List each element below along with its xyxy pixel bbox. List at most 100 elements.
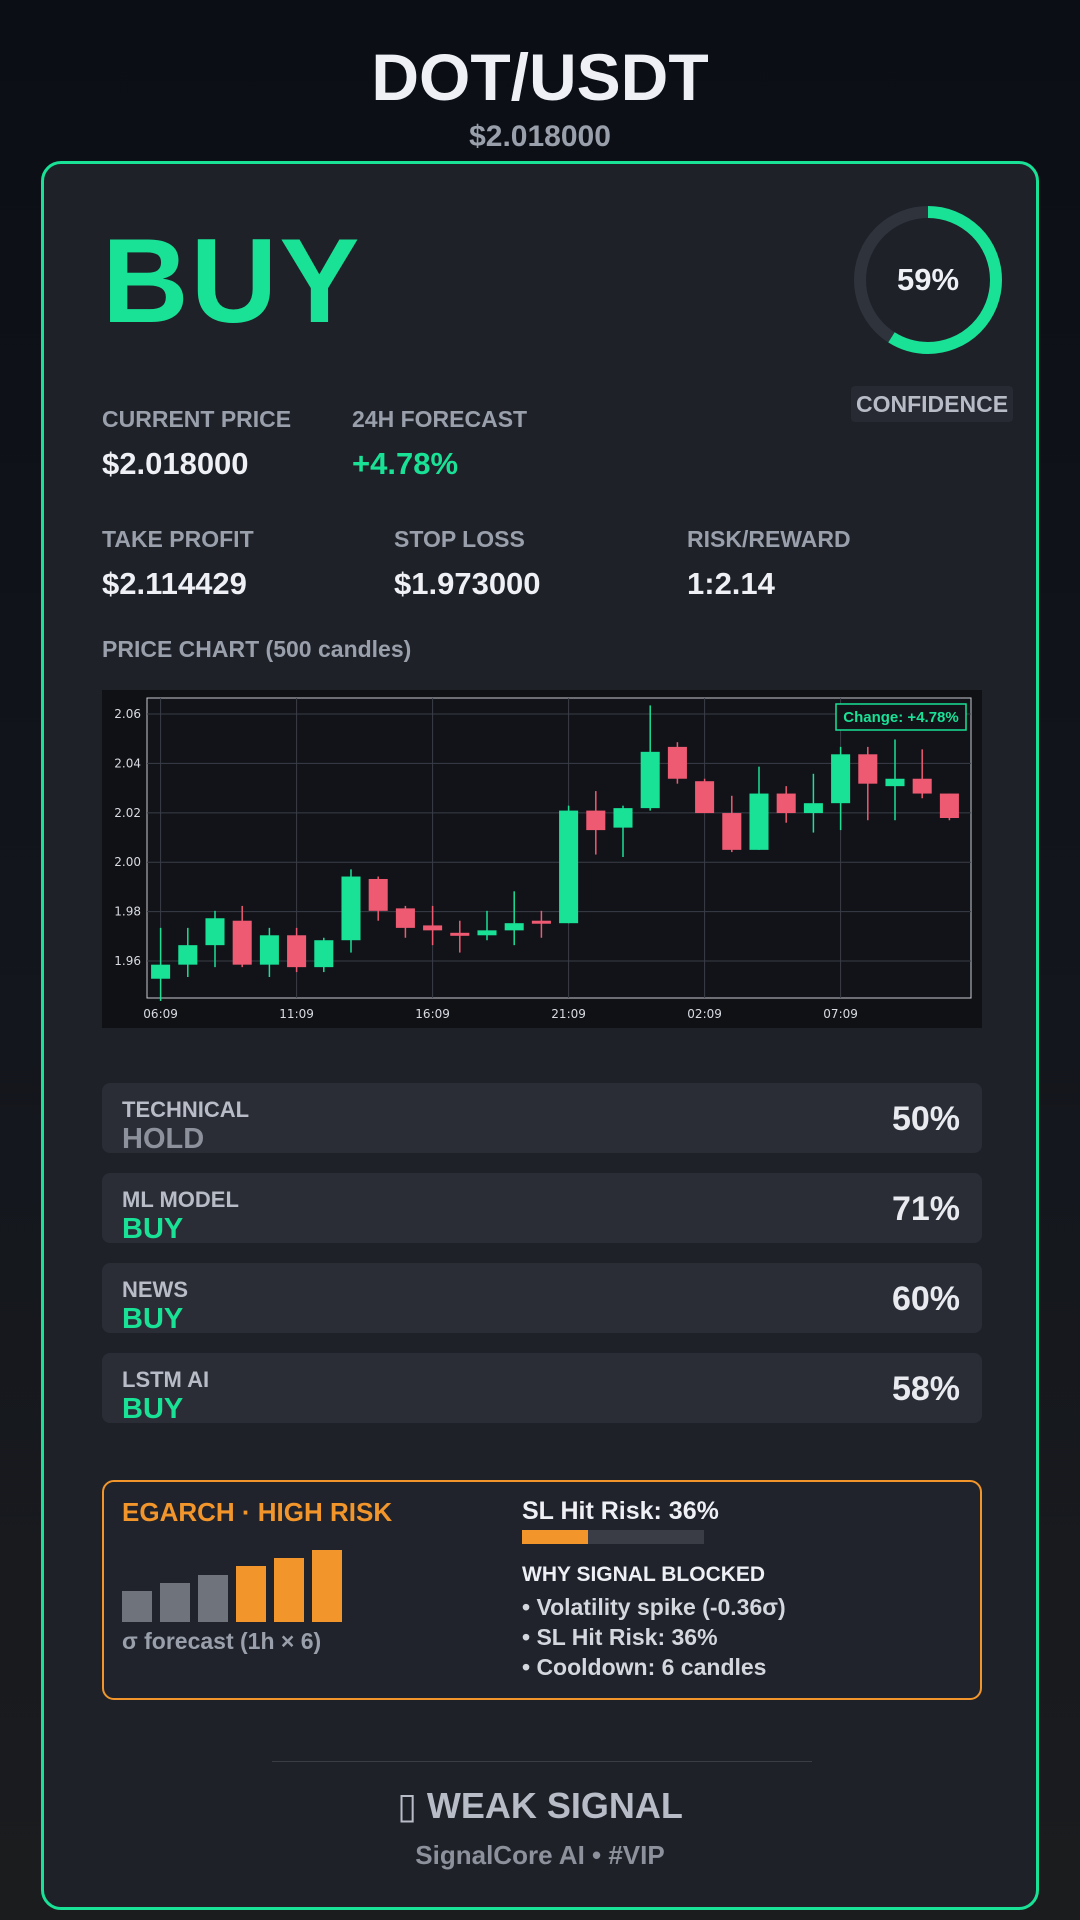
candle-body xyxy=(858,754,878,784)
header: DOT/USDT $2.018000 xyxy=(0,36,1080,156)
sigma-bar xyxy=(198,1575,228,1622)
why-blocked-title: WHY SIGNAL BLOCKED xyxy=(522,1563,766,1586)
candle-body xyxy=(314,940,334,968)
candle-body xyxy=(450,932,470,936)
reason-item: • Cooldown: 6 candles xyxy=(522,1654,767,1680)
blocked-reasons-list: • Volatility spike (-0.36σ) • SL Hit Ris… xyxy=(522,1592,786,1682)
metric-value: +4.78% xyxy=(352,446,459,481)
footer-divider xyxy=(272,1761,812,1762)
sigma-forecast-bars xyxy=(122,1550,352,1622)
factor-signal: BUY xyxy=(122,1393,184,1425)
y-tick-label: 1.98 xyxy=(114,905,141,919)
metric-current-price: CURRENT PRICE $2.018000 xyxy=(102,404,291,484)
candle-body xyxy=(151,964,171,979)
factor-name: LSTM AI xyxy=(122,1367,210,1392)
candle-body xyxy=(831,754,851,804)
factor-row-technical: TECHNICAL HOLD 50% xyxy=(102,1083,982,1155)
candle-body xyxy=(504,923,524,931)
y-tick-label: 2.02 xyxy=(114,806,141,820)
candle-body xyxy=(912,778,932,794)
candle-body xyxy=(667,746,687,779)
factor-name: NEWS xyxy=(122,1277,188,1302)
metric-label: CURRENT PRICE xyxy=(102,406,292,432)
factor-percent: 50% xyxy=(891,1100,960,1138)
confidence-ring xyxy=(854,206,1002,354)
candle-body xyxy=(205,918,225,946)
metric-value: $2.114429 xyxy=(102,566,247,601)
change-annotation: Change: +4.78% xyxy=(835,703,967,731)
signal-card: BUY 59% CONFIDENCE CURRENT PRICE $2.0180… xyxy=(41,161,1039,1910)
candle-body xyxy=(423,925,443,931)
sigma-bar xyxy=(122,1591,152,1622)
candle-body xyxy=(613,808,633,828)
factor-signal: BUY xyxy=(122,1213,184,1245)
factor-percent: 58% xyxy=(891,1370,960,1408)
y-tick-label: 2.06 xyxy=(114,707,141,721)
confidence-value: 59% xyxy=(896,262,960,297)
pair-title: DOT/USDT xyxy=(371,40,709,114)
risk-title: EGARCH · HIGH RISK xyxy=(122,1497,393,1527)
metric-risk-reward: RISK/REWARD 1:2.14 xyxy=(687,524,851,604)
factor-percent: 60% xyxy=(891,1280,960,1318)
factor-row-ml-model: ML MODEL BUY 71% xyxy=(102,1173,982,1245)
candle-body xyxy=(477,930,497,936)
candle-body xyxy=(803,803,823,814)
x-tick-label: 16:09 xyxy=(415,1007,450,1021)
metric-stop-loss: STOP LOSS $1.973000 xyxy=(394,524,541,604)
factor-row-news: NEWS BUY 60% xyxy=(102,1263,982,1335)
y-tick-label: 1.96 xyxy=(114,954,141,968)
metric-label: RISK/REWARD xyxy=(687,526,851,552)
metric-label: TAKE PROFIT xyxy=(102,526,254,552)
candle-body xyxy=(395,908,415,928)
candle-body xyxy=(776,793,796,814)
candle-body xyxy=(287,935,307,968)
candle-body xyxy=(368,878,388,911)
candle-body xyxy=(341,876,361,941)
sigma-forecast-label: σ forecast (1h × 6) xyxy=(122,1628,322,1654)
y-tick-label: 2.04 xyxy=(114,756,141,770)
metric-label: STOP LOSS xyxy=(394,526,525,552)
candle-body xyxy=(586,810,606,831)
price-chart: 2.06 2.04 2.02 2.00 1.98 1.96 06:09 11:09 16:09 2… xyxy=(102,690,982,1028)
metric-24h-forecast: 24H FORECAST +4.78% xyxy=(352,404,527,484)
metric-value: 1:2.14 xyxy=(687,566,775,601)
factor-name: ML MODEL xyxy=(122,1187,239,1212)
metric-value: $1.973000 xyxy=(394,566,541,601)
sigma-bar xyxy=(274,1557,304,1622)
confidence-caption: CONFIDENCE xyxy=(851,386,1013,422)
risk-panel: EGARCH · HIGH RISK σ forecast (1h × 6) S… xyxy=(102,1480,982,1700)
factor-name: TECHNICAL xyxy=(122,1097,250,1122)
candle-body xyxy=(640,751,660,809)
plot-area xyxy=(146,697,972,999)
factor-percent: 71% xyxy=(891,1190,960,1228)
signal-strength: ▯ WEAK SIGNAL xyxy=(397,1785,683,1826)
candle-body xyxy=(885,778,905,787)
factor-signal: HOLD xyxy=(122,1123,205,1155)
candle-body xyxy=(722,813,742,850)
annotation-text: Change: +4.78% xyxy=(843,709,958,726)
metric-value: $2.018000 xyxy=(102,446,249,481)
candle-body xyxy=(559,810,579,924)
annotation-box xyxy=(835,703,967,731)
candle-body xyxy=(531,920,551,924)
x-tick-label: 07:09 xyxy=(823,1007,858,1021)
candle-body xyxy=(749,793,769,850)
candle-body xyxy=(939,793,959,818)
confidence-gauge: 59% xyxy=(852,204,1004,356)
x-tick-label: 11:09 xyxy=(279,1007,314,1021)
y-tick-label: 2.00 xyxy=(114,855,141,869)
candle-body xyxy=(178,945,198,965)
sigma-bar xyxy=(312,1550,342,1622)
brand-footer: SignalCore AI • #VIP xyxy=(415,1840,665,1870)
signal-action: BUY xyxy=(102,214,362,348)
header-price: $2.018000 xyxy=(469,120,611,153)
metric-take-profit: TAKE PROFIT $2.114429 xyxy=(102,524,254,604)
candle-body xyxy=(259,935,279,965)
sl-hit-risk-bar xyxy=(522,1530,704,1544)
reason-item: • SL Hit Risk: 36% xyxy=(522,1624,718,1650)
factor-signal: BUY xyxy=(122,1303,184,1335)
chart-title: PRICE CHART (500 candles) xyxy=(102,636,412,662)
metric-label: 24H FORECAST xyxy=(352,406,528,432)
candle-body xyxy=(695,781,715,814)
x-tick-label: 02:09 xyxy=(687,1007,722,1021)
